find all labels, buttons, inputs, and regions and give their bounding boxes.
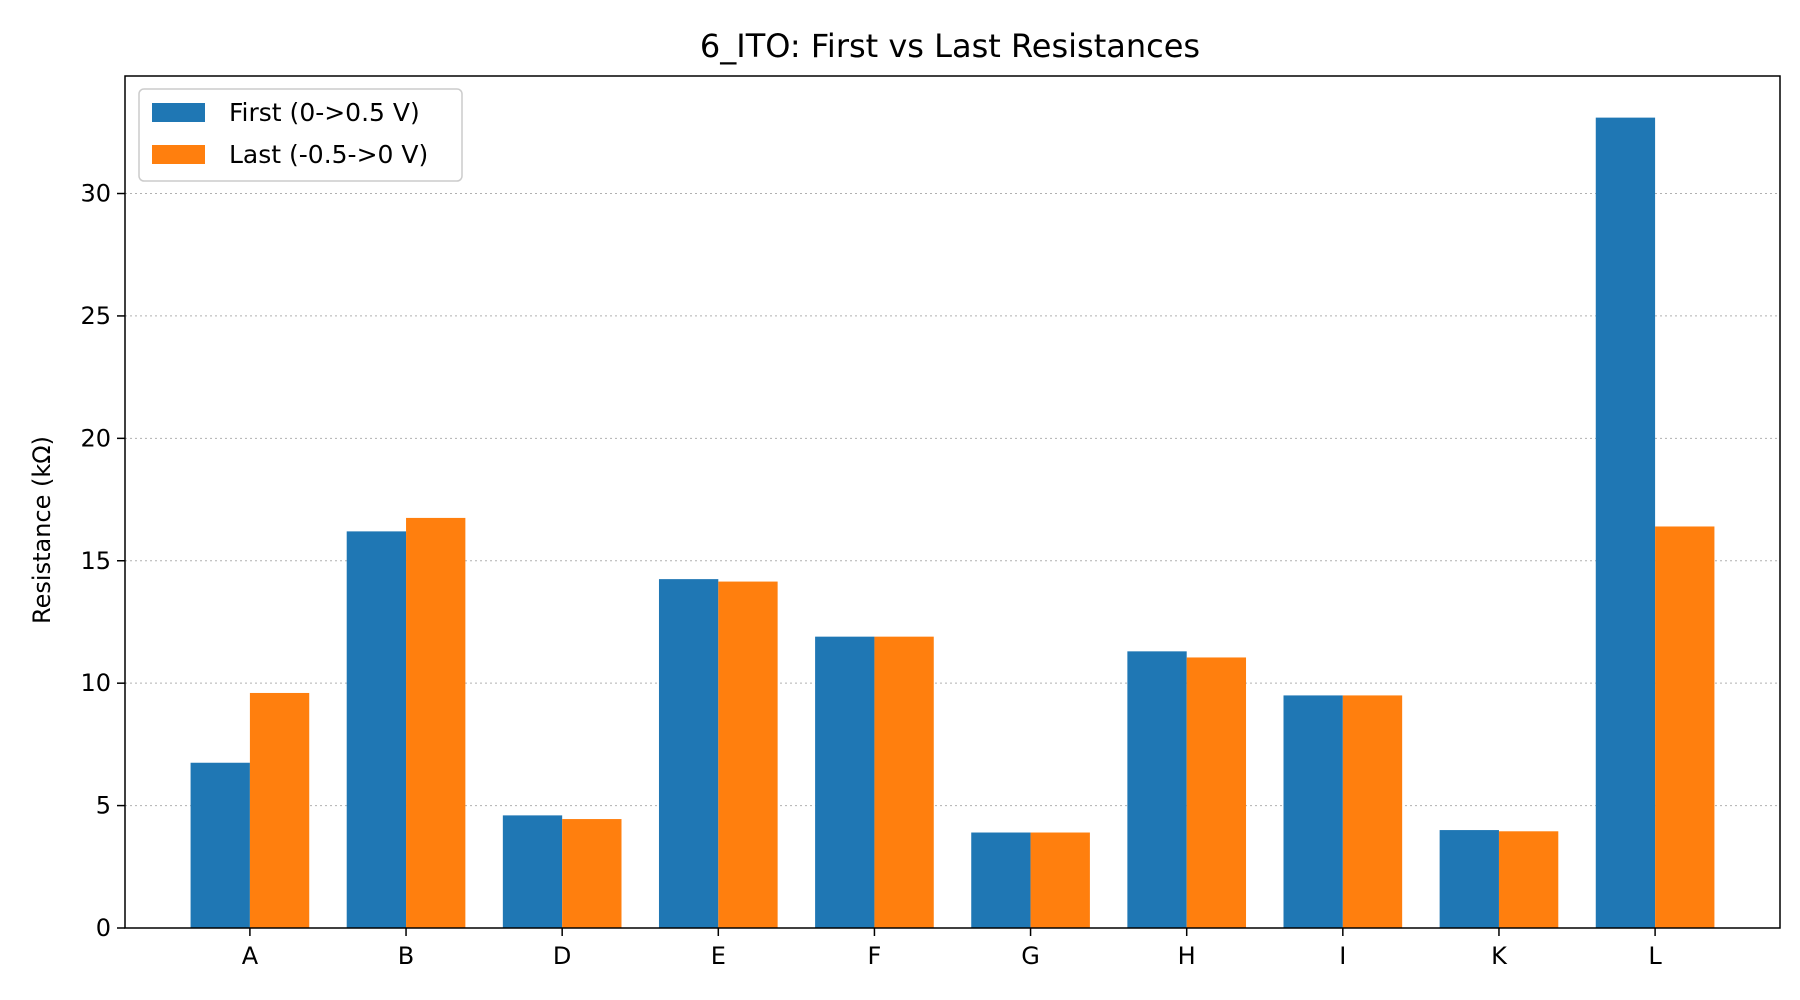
bars <box>190 117 1715 929</box>
bar-last-F <box>874 636 934 928</box>
x-tick-label-E: E <box>711 942 726 970</box>
x-tick-label-D: D <box>553 942 571 970</box>
legend-label-first: First (0->0.5 V) <box>229 98 420 127</box>
bar-first-A <box>190 762 250 928</box>
bar-last-B <box>406 517 466 928</box>
y-tick-label: 10 <box>80 669 111 697</box>
bar-last-H <box>1186 657 1247 928</box>
y-tick-label: 15 <box>80 547 111 575</box>
y-tick-label: 25 <box>80 302 111 330</box>
y-tick-label: 5 <box>96 792 111 820</box>
bar-first-H <box>1127 651 1187 928</box>
axes <box>117 75 1781 936</box>
bar-last-D <box>562 819 622 928</box>
plot-frame <box>124 75 1781 929</box>
bar-first-G <box>971 832 1031 928</box>
x-tick-label-H: H <box>1178 942 1196 970</box>
legend-box <box>138 88 463 182</box>
legend: First (0->0.5 V) Last (-0.5->0 V) <box>138 88 463 182</box>
bar-last-A <box>249 692 310 928</box>
x-tick-label-I: I <box>1339 942 1346 970</box>
bar-first-K <box>1439 830 1499 928</box>
bar-last-L <box>1655 526 1715 928</box>
bar-first-E <box>658 579 719 928</box>
bar-first-D <box>502 815 563 928</box>
y-tick-label: 0 <box>96 914 111 942</box>
legend-label-last: Last (-0.5->0 V) <box>229 140 428 169</box>
x-tick-label-G: G <box>1021 942 1040 970</box>
bar-first-B <box>346 531 407 928</box>
chart-title: 6_ITO: First vs Last Resistances <box>700 27 1200 65</box>
x-tick-label-A: A <box>242 942 259 970</box>
x-tick-label-F: F <box>868 942 882 970</box>
bar-last-K <box>1498 831 1559 928</box>
y-axis-label: Resistance (kΩ) <box>28 436 56 624</box>
tick-labels: 0 5 10 15 20 25 30 A B D E F G H I K L <box>80 180 1662 970</box>
bar-last-G <box>1030 832 1090 928</box>
y-tick-label: 20 <box>80 424 111 452</box>
legend-swatch-last <box>152 145 205 164</box>
x-tick-label-L: L <box>1648 942 1662 970</box>
bar-first-L <box>1595 117 1656 929</box>
bar-first-I <box>1283 695 1343 928</box>
legend-swatch-first <box>152 103 205 122</box>
bar-first-F <box>815 636 875 928</box>
y-tick-label: 30 <box>80 180 111 208</box>
x-tick-label-K: K <box>1491 942 1508 970</box>
x-tick-label-B: B <box>398 942 414 970</box>
bar-last-E <box>718 581 778 928</box>
bar-last-I <box>1342 695 1403 928</box>
